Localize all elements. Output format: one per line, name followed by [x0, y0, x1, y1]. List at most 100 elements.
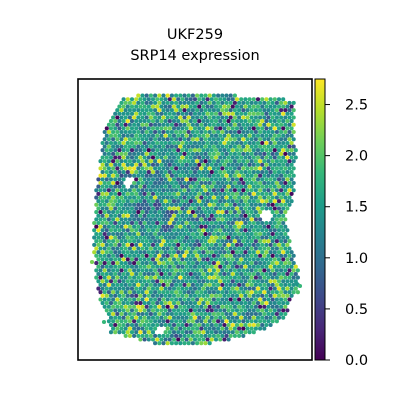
expression-spot: [256, 185, 260, 189]
expression-spot: [273, 206, 277, 210]
expression-spot: [281, 112, 285, 116]
expression-spot: [260, 221, 264, 225]
expression-spot: [241, 290, 245, 294]
expression-spot: [273, 243, 277, 247]
expression-spot: [269, 272, 273, 276]
expression-spot: [252, 141, 256, 145]
expression-spot: [256, 177, 260, 181]
expression-spot: [174, 290, 178, 294]
expression-spot: [111, 188, 115, 192]
expression-spot: [143, 228, 147, 232]
expression-spot: [130, 134, 134, 138]
expression-spot: [126, 97, 130, 101]
expression-spot: [159, 155, 163, 159]
expression-spot: [227, 308, 231, 312]
expression-spot: [128, 334, 132, 338]
expression-spot: [101, 236, 105, 240]
expression-spot: [245, 305, 249, 309]
expression-spot: [191, 334, 195, 338]
expression-spot: [115, 217, 119, 221]
expression-spot: [189, 192, 193, 196]
expression-spot: [250, 145, 254, 149]
expression-spot: [208, 188, 212, 192]
expression-spot: [195, 130, 199, 134]
expression-spot: [185, 134, 189, 138]
expression-spot: [248, 126, 252, 130]
expression-spot: [130, 279, 134, 283]
expression-spot: [256, 206, 260, 210]
expression-spot: [245, 166, 249, 170]
expression-spot: [117, 316, 121, 320]
expression-spot: [197, 134, 201, 138]
expression-spot: [199, 101, 203, 105]
expression-spot: [231, 265, 235, 269]
expression-spot: [233, 174, 237, 178]
expression-spot: [206, 105, 210, 109]
expression-spot: [187, 239, 191, 243]
expression-spot: [279, 276, 283, 280]
expression-spot: [256, 265, 260, 269]
expression-spot: [111, 327, 115, 331]
expression-spot: [147, 105, 151, 109]
expression-spot: [212, 239, 216, 243]
expression-spot: [115, 203, 119, 207]
expression-spot: [115, 137, 119, 141]
expression-spot: [197, 112, 201, 116]
expression-spot: [174, 283, 178, 287]
expression-spot: [164, 228, 168, 232]
expression-spot: [119, 239, 123, 243]
expression-spot: [132, 283, 136, 287]
expression-spot: [182, 254, 186, 258]
expression-spot: [254, 276, 258, 280]
expression-spot: [115, 239, 119, 243]
expression-spot: [164, 323, 168, 327]
expression-spot: [113, 301, 117, 305]
expression-spot: [243, 119, 247, 123]
expression-spot: [203, 188, 207, 192]
expression-spot: [279, 174, 283, 178]
expression-spot: [208, 283, 212, 287]
expression-spot: [203, 166, 207, 170]
expression-spot: [191, 254, 195, 258]
expression-spot: [134, 308, 138, 312]
expression-spot: [203, 115, 207, 119]
expression-spot: [105, 155, 109, 159]
expression-spot: [176, 228, 180, 232]
expression-spot: [115, 145, 119, 149]
expression-spot: [143, 243, 147, 247]
expression-spot: [189, 119, 193, 123]
expression-spot: [199, 268, 203, 272]
expression-spot: [191, 94, 195, 98]
expression-spot: [138, 214, 142, 218]
expression-spot: [189, 250, 193, 254]
expression-spot: [149, 145, 153, 149]
expression-spot: [140, 305, 144, 309]
expression-spot: [113, 155, 117, 159]
expression-spot: [214, 126, 218, 130]
expression-spot: [185, 141, 189, 145]
expression-spot: [187, 254, 191, 258]
expression-spot: [275, 225, 279, 229]
expression-spot: [256, 97, 260, 101]
expression-spot: [145, 225, 149, 229]
expression-spot: [185, 105, 189, 109]
expression-spot: [126, 148, 130, 152]
expression-spot: [151, 112, 155, 116]
expression-spot: [187, 283, 191, 287]
expression-spot: [128, 152, 132, 156]
expression-spot: [269, 243, 273, 247]
expression-spot: [151, 301, 155, 305]
expression-spot: [164, 148, 168, 152]
expression-spot: [117, 330, 121, 334]
expression-spot: [233, 152, 237, 156]
expression-spot: [199, 188, 203, 192]
expression-spot: [187, 217, 191, 221]
expression-spot: [185, 301, 189, 305]
expression-spot: [292, 137, 296, 141]
expression-spot: [227, 337, 231, 341]
expression-spot: [287, 254, 291, 258]
expression-spot: [203, 327, 207, 331]
expression-spot: [180, 228, 184, 232]
expression-spot: [164, 206, 168, 210]
expression-spot: [203, 246, 207, 250]
